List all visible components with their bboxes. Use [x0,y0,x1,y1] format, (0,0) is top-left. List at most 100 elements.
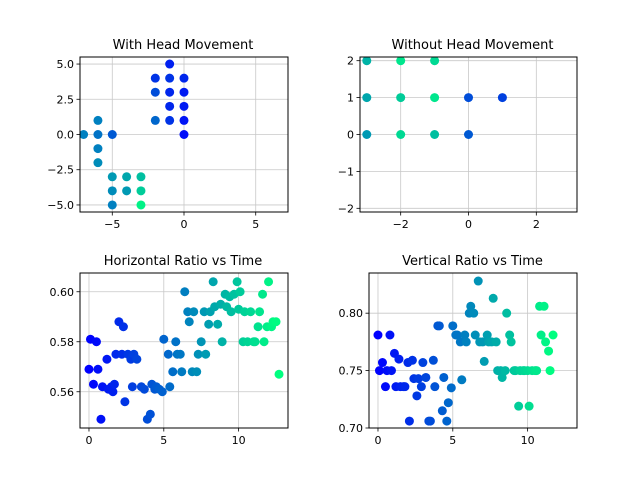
plot-frame [79,272,289,429]
data-point [482,330,492,340]
data-point [258,289,268,299]
data-point [165,59,175,69]
data-point [362,57,372,66]
data-point [497,372,507,382]
y-tick-label: 0.56 [50,386,75,399]
data-point [396,57,406,66]
data-point [466,301,476,311]
data-point [362,130,372,139]
y-tick-label: 2.5 [57,93,75,106]
y-tick-label: 0.58 [50,336,75,349]
data-point [96,414,106,424]
x-tick-label: 5 [160,434,167,447]
y-tick-label: 5.0 [57,58,75,71]
data-point [80,130,89,139]
data-point [404,416,414,426]
data-point [446,383,456,393]
data-point [396,93,406,103]
data-point [201,349,211,359]
data-point [184,317,194,327]
data-point [464,93,473,103]
data-point [204,319,214,329]
data-point [189,307,199,317]
panel-vertical-ratio-vs-time: Vertical Ratio vs Time 0 5 10 0.70 0.75 0.80 [339,254,578,447]
x-tick-label: 10 [232,434,246,447]
data-point [102,354,112,364]
data-point [107,172,117,182]
data-point [421,372,431,382]
data-point [407,355,417,365]
x-tick-label: 5 [252,218,259,231]
data-point [246,307,256,317]
data-point [548,330,558,340]
x-tick-label: 0 [85,434,92,447]
data-point [544,346,554,356]
y-tick-label: 0.60 [50,286,75,299]
data-point [457,375,467,385]
data-point [430,57,440,66]
data-point [430,130,440,139]
data-point [217,337,227,347]
data-point [159,334,169,344]
data-point [385,330,395,340]
y-tick-label: 0.75 [339,365,364,378]
data-point [412,391,422,401]
data-point [165,73,175,83]
data-point [213,319,223,329]
data-point [434,321,444,331]
data-points [84,277,284,424]
data-point [93,115,103,125]
data-point [437,406,447,416]
data-point [413,374,423,384]
data-point [150,73,160,83]
data-point [132,354,142,364]
data-point [448,321,458,331]
data-point [253,322,263,332]
data-point [536,330,546,340]
data-point [192,367,202,377]
data-point [514,401,524,411]
data-point [93,144,103,154]
panel-without-head-movement: Without Head Movement −2 0 2 −2 −1 0 1 2 [338,38,578,231]
data-point [168,367,178,377]
x-tick-label: 0 [374,434,381,447]
data-point [179,73,189,83]
data-point [539,301,549,311]
y-tick-label: −1 [338,165,354,178]
data-point [373,330,383,340]
y-tick-label: 2 [347,55,354,68]
data-point [136,186,146,196]
data-point [505,330,515,340]
data-point [136,200,146,210]
data-point [235,287,245,297]
data-point [452,330,462,340]
data-point [180,287,190,297]
data-point [109,379,119,389]
data-point [108,387,118,397]
data-point [255,307,265,317]
data-point [118,322,128,332]
data-point [524,401,534,411]
y-tick-label: 0 [347,129,354,142]
data-point [107,186,117,196]
y-tick-label: −5.0 [47,199,74,212]
plot-frame [368,272,578,429]
data-point [400,382,410,392]
chart-title-without-head-movement: Without Head Movement [392,38,554,53]
data-point [163,349,173,359]
data-point [150,87,160,97]
data-point [127,382,137,392]
data-point [396,130,406,139]
data-point [418,358,428,368]
data-point [179,87,189,97]
chart-title-with-head-movement: With Head Movement [113,38,254,53]
data-point [139,384,149,394]
data-point [165,115,175,125]
data-point [470,330,480,340]
data-point [425,416,435,426]
data-point [165,101,175,111]
x-tick-label: −2 [393,218,409,231]
data-point [491,337,501,347]
data-point [502,308,512,318]
data-point [122,172,132,182]
